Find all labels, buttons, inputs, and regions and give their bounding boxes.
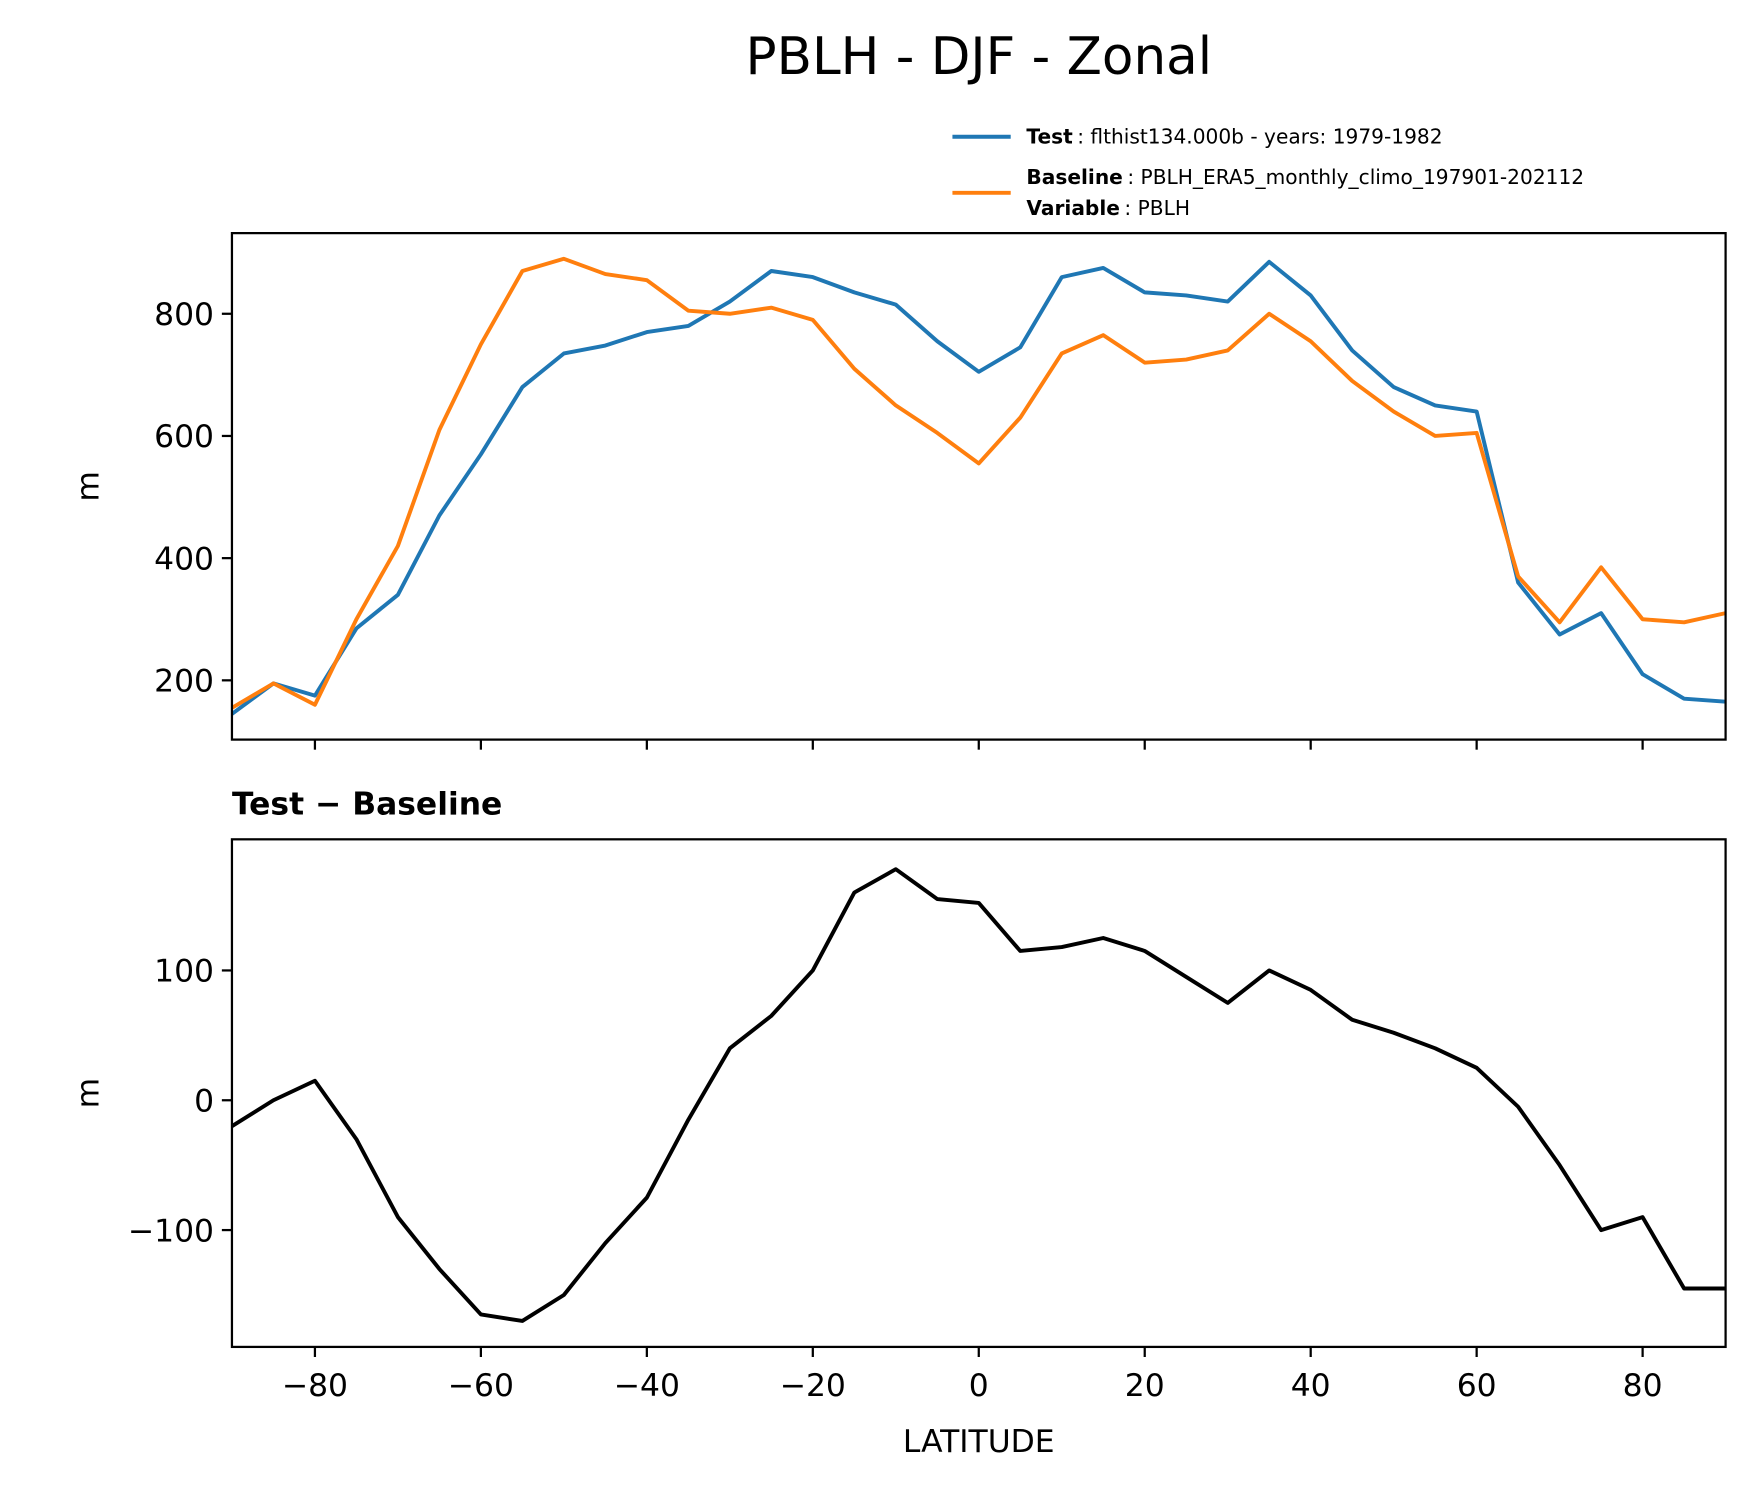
y-tick-label: 400	[154, 541, 214, 577]
x-tick-label: 60	[1457, 1368, 1497, 1404]
y-tick-label: 0	[194, 1083, 214, 1119]
x-tick-label: −20	[780, 1368, 846, 1404]
legend-name: Baseline	[1026, 165, 1122, 189]
data-line	[231, 867, 1726, 1323]
legend-entry: Baseline: PBLH_ERA5_monthly_climo_197901…	[1026, 165, 1584, 189]
y-tick-label: 100	[154, 954, 214, 990]
y-tick-label: 600	[154, 419, 214, 455]
chart-title: PBLH - DJF - Zonal	[746, 27, 1213, 87]
y-axis-label: m	[71, 471, 107, 502]
legend-info: : PBLH	[1124, 196, 1190, 220]
x-tick-label: 40	[1291, 1368, 1331, 1404]
legend-info: : PBLH_ERA5_monthly_climo_197901-202112	[1127, 165, 1584, 189]
subplot-title: Test − Baseline	[232, 787, 502, 823]
y-tick-label: −100	[128, 1213, 214, 1249]
data-line	[231, 256, 1726, 710]
data-line	[231, 259, 1726, 716]
x-tick-label: 80	[1623, 1368, 1663, 1404]
y-tick-label: 800	[154, 297, 214, 333]
x-tick-label: 0	[969, 1368, 989, 1404]
axes-frame	[230, 232, 1727, 741]
x-tick-label: −60	[448, 1368, 514, 1404]
x-axis-label: LATITUDE	[903, 1424, 1055, 1460]
y-tick-label: 200	[154, 664, 214, 700]
x-tick-label: −80	[282, 1368, 348, 1404]
legend-info: : flthist134.000b - years: 1979-1982	[1077, 124, 1442, 148]
x-tick-label: 20	[1125, 1368, 1165, 1404]
x-tick-label: −40	[614, 1368, 680, 1404]
y-axis-label: m	[71, 1078, 107, 1109]
legend-name: Test	[1026, 124, 1073, 148]
legend-name: Variable	[1026, 196, 1120, 220]
legend-entry: Variable: PBLH	[1026, 196, 1190, 220]
legend-entry: Test: flthist134.000b - years: 1979-1982	[1026, 124, 1442, 148]
